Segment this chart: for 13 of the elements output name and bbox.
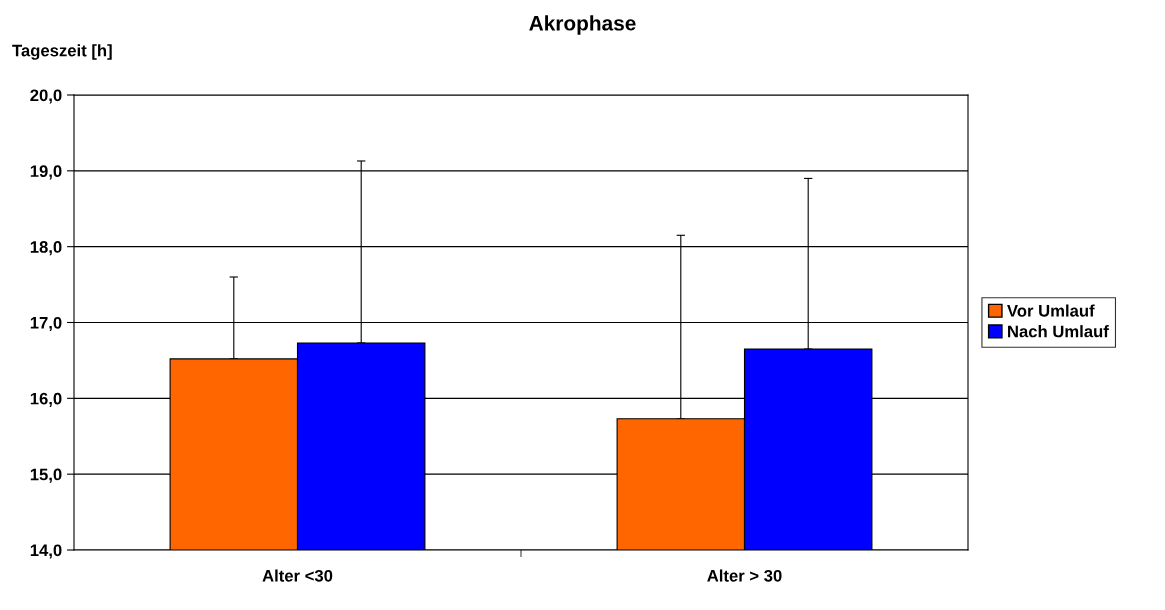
y-tick-label: 19,0 [30, 165, 62, 180]
x-tick-label: Alter <30 [262, 569, 333, 582]
legend-label: Vor Umlauf [1007, 304, 1095, 317]
legend-label: Nach Umlauf [1008, 325, 1109, 338]
y-tick-label: 20,0 [30, 89, 62, 104]
y-tick-label: 14,0 [30, 544, 62, 559]
y-tick-label: 15,0 [30, 468, 62, 483]
x-tick-label: Alter > 30 [707, 569, 782, 582]
y-tick-label: 17,0 [30, 316, 62, 332]
y-axis-title: Tageszeit [h] [12, 44, 112, 60]
y-tick-label: 16,0 [30, 392, 62, 407]
chart-title: Akrophase [529, 15, 636, 35]
y-tick-label: 18,0 [30, 241, 62, 256]
